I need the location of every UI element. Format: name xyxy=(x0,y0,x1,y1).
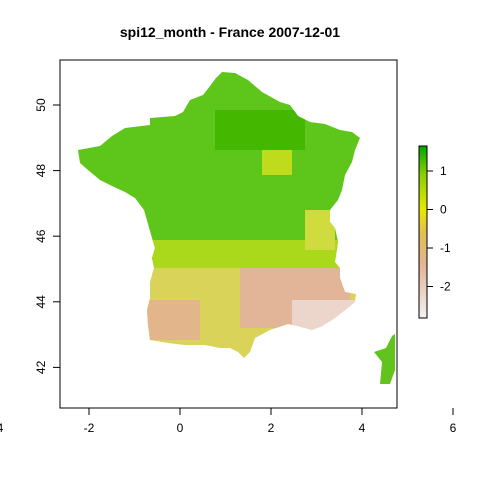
heat-patch-center xyxy=(262,150,292,175)
x-tick-label: 0 xyxy=(177,421,184,435)
heatmap-layer xyxy=(78,72,395,384)
colorbar-tick-label: -2 xyxy=(440,280,451,294)
colorbar-scale xyxy=(418,145,428,319)
heat-region-corsica xyxy=(374,334,395,384)
colorbar-tick-label: 1 xyxy=(440,164,447,178)
x-tick-label: 4 xyxy=(359,421,366,435)
y-axis: 42 44 46 48 50 xyxy=(34,98,61,374)
colorbar: 1 0 -1 -2 xyxy=(418,145,451,319)
chart-title: spi12_month - France 2007-12-01 xyxy=(120,24,340,40)
y-tick-label: 50 xyxy=(34,98,48,112)
colorbar-tick-label: 0 xyxy=(440,203,447,217)
x-tick-label: -2 xyxy=(84,421,95,435)
x-tick-label: 2 xyxy=(268,421,275,435)
heat-region-mediterranean xyxy=(292,300,357,332)
heat-region-southwest-coast xyxy=(145,300,200,340)
heat-patch-east xyxy=(305,210,335,250)
x-axis: -4-202468 xyxy=(0,407,457,435)
heat-region-south xyxy=(78,268,360,358)
heat-region-north xyxy=(78,72,360,260)
y-tick-label: 42 xyxy=(34,360,48,374)
x-tick-label: -4 xyxy=(0,421,4,435)
y-tick-label: 48 xyxy=(34,164,48,178)
y-tick-label: 44 xyxy=(34,295,48,309)
heat-patch-north xyxy=(215,110,305,150)
y-tick-label: 46 xyxy=(34,229,48,243)
colorbar-tick-label: -1 xyxy=(440,241,451,255)
x-tick-label: 6 xyxy=(450,421,457,435)
